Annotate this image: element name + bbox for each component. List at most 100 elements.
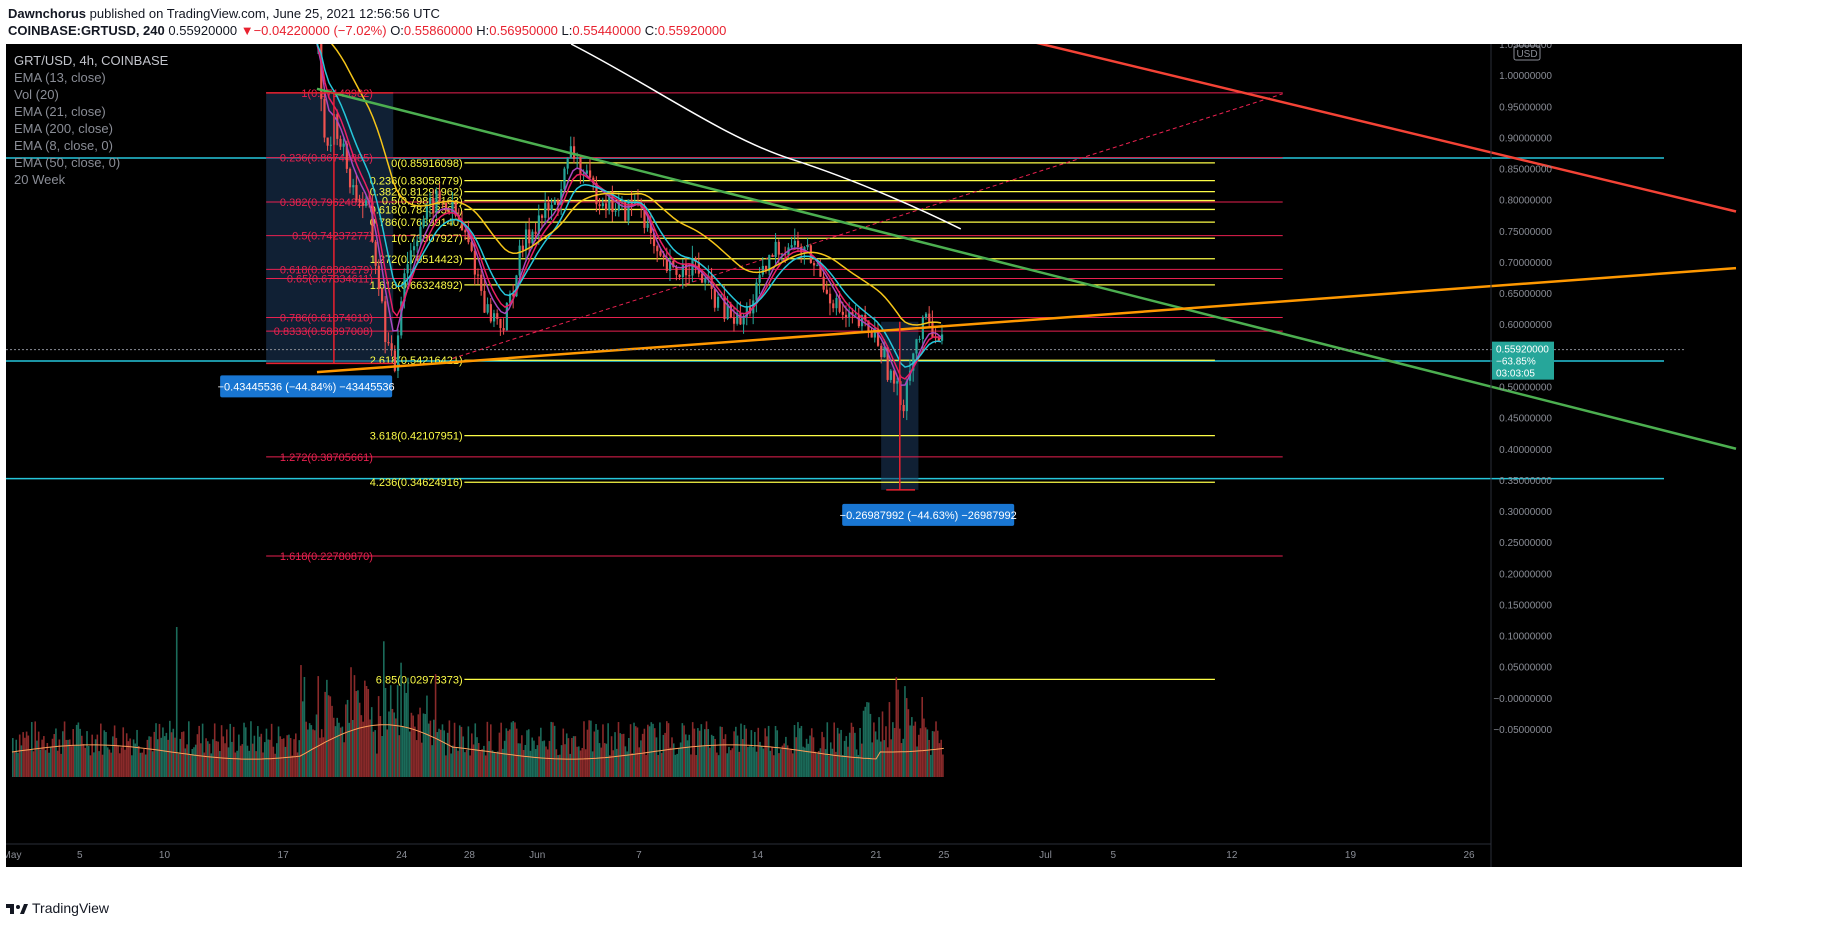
volume-bar bbox=[847, 746, 849, 777]
candle bbox=[617, 202, 620, 211]
legend-item-vol20[interactable]: Vol (20) bbox=[14, 87, 59, 102]
candle bbox=[844, 314, 848, 318]
y-tick-label-1: 1.00000000 bbox=[1499, 71, 1552, 82]
ema8-line[interactable] bbox=[316, 44, 942, 386]
volume-bar bbox=[191, 749, 194, 777]
volume-bar bbox=[674, 754, 677, 777]
legend-item-ema200[interactable]: EMA (200, close) bbox=[14, 121, 113, 136]
last-price-pct: −63.85% bbox=[1496, 357, 1536, 368]
volume-bar bbox=[907, 709, 910, 777]
author-name[interactable]: Dawnchorus bbox=[8, 6, 87, 21]
volume-bar bbox=[263, 742, 266, 777]
volume-bar bbox=[239, 745, 242, 777]
volume-bar bbox=[125, 733, 128, 777]
volume-bar bbox=[809, 735, 811, 777]
volume-bar bbox=[113, 725, 116, 777]
volume-bar bbox=[420, 742, 423, 777]
red-trend-line[interactable] bbox=[1029, 44, 1737, 213]
volume-bar bbox=[124, 749, 126, 777]
candle bbox=[873, 328, 876, 338]
candle bbox=[595, 182, 598, 205]
volume-bar bbox=[148, 736, 150, 777]
ema13-line[interactable] bbox=[316, 44, 942, 380]
volume-bar bbox=[793, 725, 796, 777]
candle bbox=[857, 314, 860, 327]
volume-bar bbox=[747, 746, 749, 777]
volume-bar bbox=[462, 736, 464, 777]
volume-bar bbox=[308, 723, 311, 777]
candle bbox=[876, 328, 880, 346]
volume-bar bbox=[367, 689, 370, 777]
volume-bar bbox=[339, 727, 342, 777]
candle bbox=[886, 347, 889, 380]
volume-bar bbox=[489, 724, 492, 777]
price-chart[interactable]: 1(0.97149982)0.236(0.86744885)0.382(0.79… bbox=[6, 44, 1742, 867]
orange-trend-line[interactable] bbox=[316, 266, 1737, 374]
volume-bar bbox=[510, 722, 513, 777]
candle bbox=[726, 304, 729, 319]
volume-bar bbox=[572, 736, 575, 777]
high-label: H: bbox=[476, 23, 490, 38]
volume-bar bbox=[783, 743, 785, 777]
fib-yellow-label-10: 3.618(0.42107951) bbox=[370, 431, 463, 443]
candle bbox=[563, 168, 566, 190]
volume-bar bbox=[457, 750, 459, 777]
candle bbox=[387, 342, 390, 344]
volume-bar bbox=[338, 722, 340, 777]
candle bbox=[592, 177, 595, 183]
legend-item-ema13[interactable]: EMA (13, close) bbox=[14, 70, 106, 85]
dashed-trend-line[interactable] bbox=[452, 93, 1283, 359]
measure-label-box-0[interactable] bbox=[220, 375, 393, 398]
volume-bar bbox=[248, 750, 251, 777]
fib-red-label-5: 0.65(0.67334611) bbox=[287, 274, 373, 286]
ema50-line[interactable] bbox=[317, 44, 942, 326]
volume-bar bbox=[698, 730, 701, 777]
volume-bar bbox=[160, 737, 163, 777]
volume-bar bbox=[835, 751, 837, 777]
volume-bar bbox=[189, 754, 192, 777]
y-tick-label-13: 0.40000000 bbox=[1499, 445, 1552, 456]
volume-bar bbox=[633, 722, 635, 777]
volume-bar bbox=[322, 737, 325, 777]
last-price-tag[interactable] bbox=[1492, 341, 1554, 380]
volume-bar bbox=[595, 724, 597, 777]
volume-bar bbox=[645, 754, 647, 777]
candle bbox=[403, 273, 406, 302]
volume-bar bbox=[115, 737, 118, 777]
legend-item-ema8[interactable]: EMA (8, close, 0) bbox=[14, 138, 113, 153]
measure-label-box-1[interactable] bbox=[842, 503, 1015, 526]
volume-bar bbox=[458, 725, 461, 777]
volume-bar bbox=[719, 726, 722, 777]
volume-bar bbox=[274, 753, 276, 777]
volume-bar bbox=[400, 662, 402, 777]
legend-item-ema50[interactable]: EMA (50, close, 0) bbox=[14, 155, 121, 170]
volume-bar bbox=[871, 742, 873, 777]
volume-bar bbox=[452, 745, 454, 777]
volume-bar bbox=[774, 725, 777, 777]
volume-bar bbox=[384, 687, 387, 777]
volume-bar bbox=[786, 745, 789, 777]
volume-bar bbox=[362, 721, 364, 777]
legend-item-ema21[interactable]: EMA (21, close) bbox=[14, 104, 106, 119]
volume-bar bbox=[231, 741, 233, 777]
volume-bar bbox=[43, 736, 45, 777]
volume-bar bbox=[215, 741, 218, 777]
volume-bar bbox=[657, 755, 659, 777]
candle bbox=[444, 203, 448, 211]
green-trend-line[interactable] bbox=[316, 87, 1737, 450]
legend-item-20week[interactable]: 20 Week bbox=[14, 172, 66, 187]
footer-brand[interactable]: TradingView bbox=[32, 900, 110, 916]
volume-bar bbox=[15, 739, 18, 777]
currency-badge[interactable] bbox=[1513, 45, 1541, 61]
change-value: −0.04220000 (−7.02%) bbox=[253, 23, 387, 38]
candle bbox=[691, 258, 694, 276]
candle bbox=[915, 339, 918, 354]
volume-bar bbox=[77, 722, 80, 777]
candle bbox=[905, 380, 908, 412]
volume-bar bbox=[186, 744, 188, 777]
volume-bar bbox=[86, 731, 88, 777]
chart-area[interactable]: 1(0.97149982)0.236(0.86744885)0.382(0.79… bbox=[6, 44, 1742, 867]
ema200-line[interactable] bbox=[570, 44, 962, 230]
ema21-line[interactable] bbox=[316, 44, 942, 368]
candle bbox=[336, 114, 339, 139]
